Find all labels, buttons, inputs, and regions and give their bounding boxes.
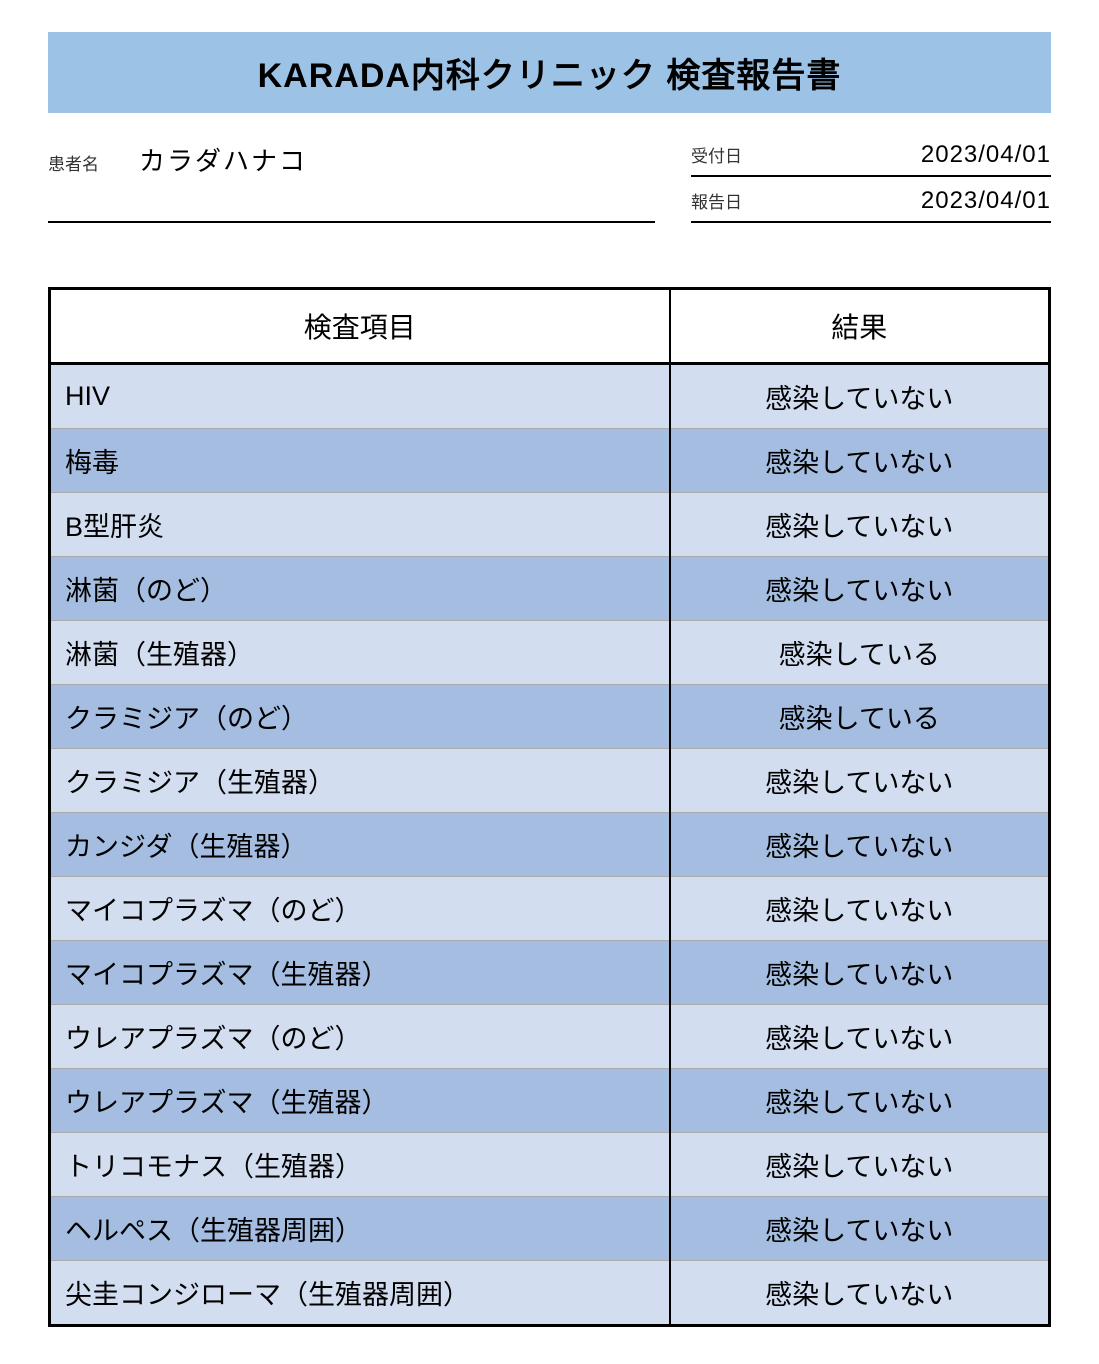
test-result-cell: 感染していない <box>670 429 1050 493</box>
test-result-cell: 感染している <box>670 621 1050 685</box>
test-item-cell: 梅毒 <box>50 429 670 493</box>
results-table: 検査項目 結果 HIV感染していない梅毒感染していないB型肝炎感染していない淋菌… <box>48 287 1051 1327</box>
test-result-cell: 感染していない <box>670 1197 1050 1261</box>
test-item-cell: HIV <box>50 364 670 429</box>
table-row: 尖圭コンジローマ（生殖器周囲）感染していない <box>50 1261 1050 1326</box>
test-result-cell: 感染していない <box>670 1005 1050 1069</box>
table-row: HIV感染していない <box>50 364 1050 429</box>
test-item-cell: 淋菌（生殖器） <box>50 621 670 685</box>
test-item-cell: ウレアプラズマ（生殖器） <box>50 1069 670 1133</box>
report-date-field: 報告日 2023/04/01 <box>691 187 1051 223</box>
test-result-cell: 感染していない <box>670 813 1050 877</box>
table-row: カンジダ（生殖器）感染していない <box>50 813 1050 877</box>
table-row: ウレアプラズマ（生殖器）感染していない <box>50 1069 1050 1133</box>
test-result-cell: 感染していない <box>670 493 1050 557</box>
test-item-cell: クラミジア（のど） <box>50 685 670 749</box>
report-date-value: 2023/04/01 <box>771 187 1051 215</box>
test-item-cell: 淋菌（のど） <box>50 557 670 621</box>
test-item-cell: B型肝炎 <box>50 493 670 557</box>
patient-name: カラダハナコ <box>139 141 307 178</box>
test-result-cell: 感染していない <box>670 557 1050 621</box>
test-item-cell: マイコプラズマ（のど） <box>50 877 670 941</box>
table-row: ヘルペス（生殖器周囲）感染していない <box>50 1197 1050 1261</box>
table-row: マイコプラズマ（のど）感染していない <box>50 877 1050 941</box>
reception-date-label: 受付日 <box>691 142 771 167</box>
reception-date-field: 受付日 2023/04/01 <box>691 141 1051 177</box>
table-row: クラミジア（生殖器）感染していない <box>50 749 1050 813</box>
test-result-cell: 感染している <box>670 685 1050 749</box>
reception-date-value: 2023/04/01 <box>771 141 1051 169</box>
patient-field: 患者名 カラダハナコ <box>48 141 655 223</box>
report-date-label: 報告日 <box>691 188 771 213</box>
test-result-cell: 感染していない <box>670 749 1050 813</box>
table-row: 梅毒感染していない <box>50 429 1050 493</box>
table-row: クラミジア（のど）感染している <box>50 685 1050 749</box>
table-row: マイコプラズマ（生殖器）感染していない <box>50 941 1050 1005</box>
test-item-cell: カンジダ（生殖器） <box>50 813 670 877</box>
test-item-cell: マイコプラズマ（生殖器） <box>50 941 670 1005</box>
test-item-cell: クラミジア（生殖器） <box>50 749 670 813</box>
meta-section: 患者名 カラダハナコ 受付日 2023/04/01 報告日 2023/04/01 <box>48 141 1051 223</box>
column-header-item: 検査項目 <box>50 289 670 364</box>
patient-label: 患者名 <box>48 150 99 175</box>
test-item-cell: ヘルペス（生殖器周囲） <box>50 1197 670 1261</box>
table-row: 淋菌（生殖器）感染している <box>50 621 1050 685</box>
report-title: KARADA内科クリニック 検査報告書 <box>48 32 1051 113</box>
test-result-cell: 感染していない <box>670 941 1050 1005</box>
table-row: ウレアプラズマ（のど）感染していない <box>50 1005 1050 1069</box>
column-header-result: 結果 <box>670 289 1050 364</box>
test-result-cell: 感染していない <box>670 1133 1050 1197</box>
table-header-row: 検査項目 結果 <box>50 289 1050 364</box>
test-result-cell: 感染していない <box>670 877 1050 941</box>
test-result-cell: 感染していない <box>670 1069 1050 1133</box>
table-row: トリコモナス（生殖器）感染していない <box>50 1133 1050 1197</box>
table-row: 淋菌（のど）感染していない <box>50 557 1050 621</box>
dates-section: 受付日 2023/04/01 報告日 2023/04/01 <box>691 141 1051 223</box>
test-result-cell: 感染していない <box>670 364 1050 429</box>
table-row: B型肝炎感染していない <box>50 493 1050 557</box>
test-item-cell: トリコモナス（生殖器） <box>50 1133 670 1197</box>
test-result-cell: 感染していない <box>670 1261 1050 1326</box>
test-item-cell: 尖圭コンジローマ（生殖器周囲） <box>50 1261 670 1326</box>
test-item-cell: ウレアプラズマ（のど） <box>50 1005 670 1069</box>
